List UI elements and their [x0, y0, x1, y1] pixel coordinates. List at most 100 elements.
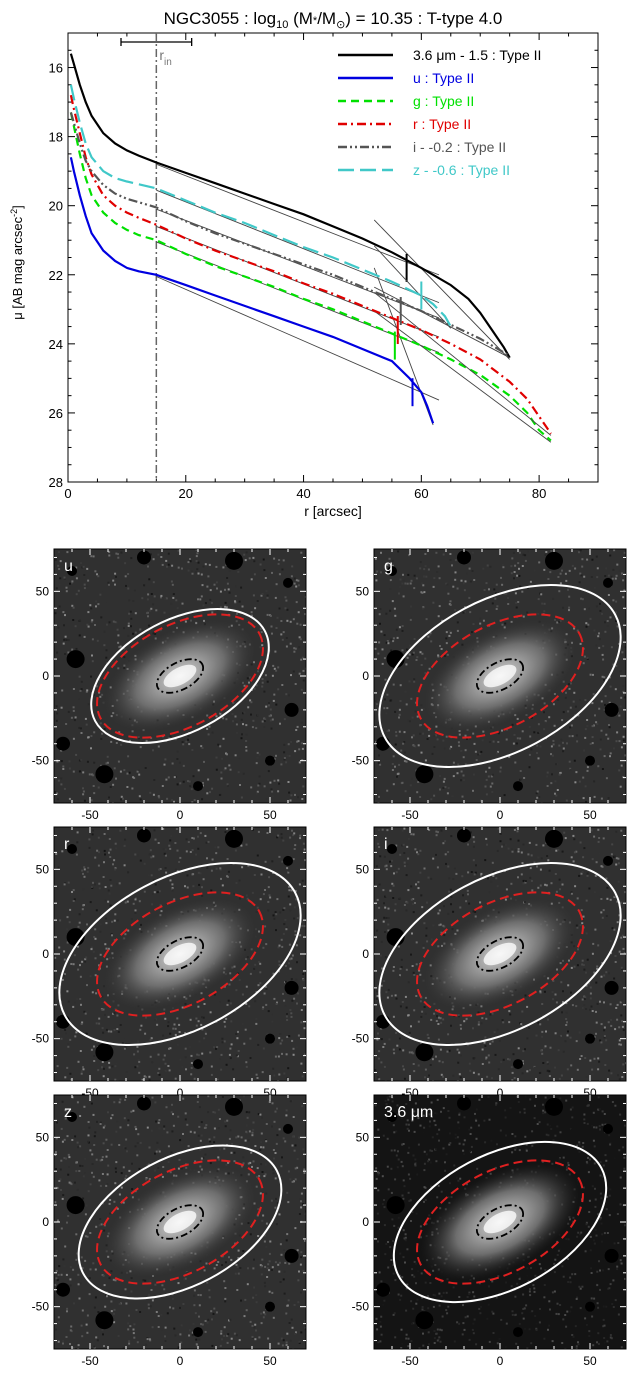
x-tick-label: -50 [401, 1354, 419, 1368]
inner-ellipse [475, 658, 525, 694]
panel-svg: g -50 0 50 50 0 -50 [352, 548, 627, 822]
x-tick-label: 0 [497, 808, 504, 822]
inner-ellipse [475, 1204, 525, 1240]
x-tick-label: 0 [177, 808, 184, 822]
mask-hole [284, 980, 299, 995]
x-tick-label: 40 [296, 486, 310, 501]
mask-hole [137, 1096, 151, 1111]
break-ellipse [96, 891, 264, 1017]
series-line [69, 157, 435, 424]
y-tick-label: -50 [352, 1032, 370, 1046]
mask-hole [193, 1059, 203, 1070]
image-panel-5: 3.6 μm -50 0 50 50 0 -50 [334, 1085, 639, 1374]
y-tick-label: -50 [352, 1300, 370, 1314]
mask-hole [603, 577, 613, 588]
y-tick-label: 0 [362, 947, 369, 961]
outer-ellipse [378, 862, 622, 1046]
inner-ellipse [155, 936, 205, 972]
outer-fit-line [373, 310, 552, 443]
galaxy-core [483, 1210, 517, 1234]
legend-label: z - -0.6 : Type II [413, 162, 510, 178]
y-tick-label: 16 [49, 61, 63, 76]
panel-image [54, 827, 306, 1081]
mask-hole [95, 1311, 114, 1330]
series-line [69, 53, 511, 359]
x-tick-label: 0 [497, 1354, 504, 1368]
mask-hole [225, 829, 243, 848]
chart-title: NGC3055 : log10 (M*/M⊙) = 10.35 : T-type… [164, 9, 503, 31]
panel-label: r [64, 836, 70, 853]
y-tick-label: 50 [356, 1130, 370, 1144]
mask-hole [56, 736, 70, 751]
image-panel-1: g -50 0 50 50 0 -50 [334, 539, 639, 828]
y-tick-label: 20 [49, 199, 63, 214]
x-axis-label: r [arcsec] [304, 503, 362, 519]
image-panel-0: u -50 0 50 50 0 -50 [14, 539, 326, 828]
inner-ellipse [475, 936, 525, 972]
series-line [69, 112, 552, 442]
inner-ellipse [155, 658, 205, 694]
y-tick-label: 22 [49, 268, 63, 283]
panel-svg: u -50 0 50 50 0 -50 [32, 548, 307, 822]
legend-label: r : Type II [413, 116, 471, 132]
x-tick-label: 0 [177, 1086, 184, 1100]
y-tick-label: -50 [32, 1032, 50, 1046]
masked-stars [56, 550, 299, 792]
x-tick-label: -50 [81, 1354, 99, 1368]
mask-hole [545, 829, 563, 848]
legend-label: g : Type II [413, 93, 474, 109]
break-ellipse [416, 613, 584, 739]
break-ellipse [416, 891, 584, 1017]
outer-ellipse [58, 862, 302, 1046]
mask-hole [67, 1112, 77, 1123]
mask-hole [283, 855, 293, 866]
mask-hole [386, 650, 405, 669]
mask-hole [265, 1301, 275, 1312]
galaxy-core [163, 942, 197, 966]
outer-ellipse [77, 1144, 283, 1300]
panel-image [374, 827, 626, 1081]
y-tick-label: -50 [32, 1300, 50, 1314]
x-tick-label: 20 [179, 486, 193, 501]
mask-hole [386, 1196, 405, 1215]
y-tick-label: 50 [356, 584, 370, 598]
inner-fit-line [156, 276, 440, 401]
mask-hole [265, 1033, 275, 1044]
x-tick-label: 0 [177, 1354, 184, 1368]
y-tick-label: 26 [49, 406, 63, 421]
mask-hole [137, 828, 151, 843]
mask-hole [415, 1311, 434, 1330]
mask-hole [66, 1196, 85, 1215]
masked-stars [56, 828, 299, 1070]
y-tick-label: 28 [49, 475, 63, 490]
y-tick-label: 50 [36, 584, 50, 598]
masked-stars [376, 550, 619, 792]
y-tick-label: 0 [362, 1215, 369, 1229]
outer-ellipse [392, 1140, 608, 1304]
mask-hole [457, 1096, 471, 1111]
panel-label: g [384, 558, 393, 575]
mask-hole [67, 566, 77, 577]
x-tick-label: 50 [263, 808, 277, 822]
image-noise [54, 1095, 306, 1349]
mask-hole [545, 551, 563, 570]
mask-hole [284, 702, 299, 717]
mask-hole [415, 765, 434, 784]
x-tick-label: -50 [401, 808, 419, 822]
mask-hole [66, 650, 85, 669]
series-line [69, 112, 511, 357]
outer-ellipse [378, 584, 622, 768]
mask-hole [457, 828, 471, 843]
mask-hole [604, 1248, 619, 1263]
y-tick-label: 50 [36, 862, 50, 876]
mask-hole [376, 1282, 390, 1297]
legend-label: i - -0.2 : Type II [413, 139, 506, 155]
r-in-label: rin [159, 47, 171, 68]
outer-fit-line [373, 292, 552, 436]
mask-hole [387, 844, 397, 855]
fit-lines [156, 267, 440, 426]
mask-hole [386, 928, 405, 947]
mask-hole [545, 1097, 563, 1116]
x-tick-label: 50 [263, 1354, 277, 1368]
panel-image [54, 549, 306, 803]
